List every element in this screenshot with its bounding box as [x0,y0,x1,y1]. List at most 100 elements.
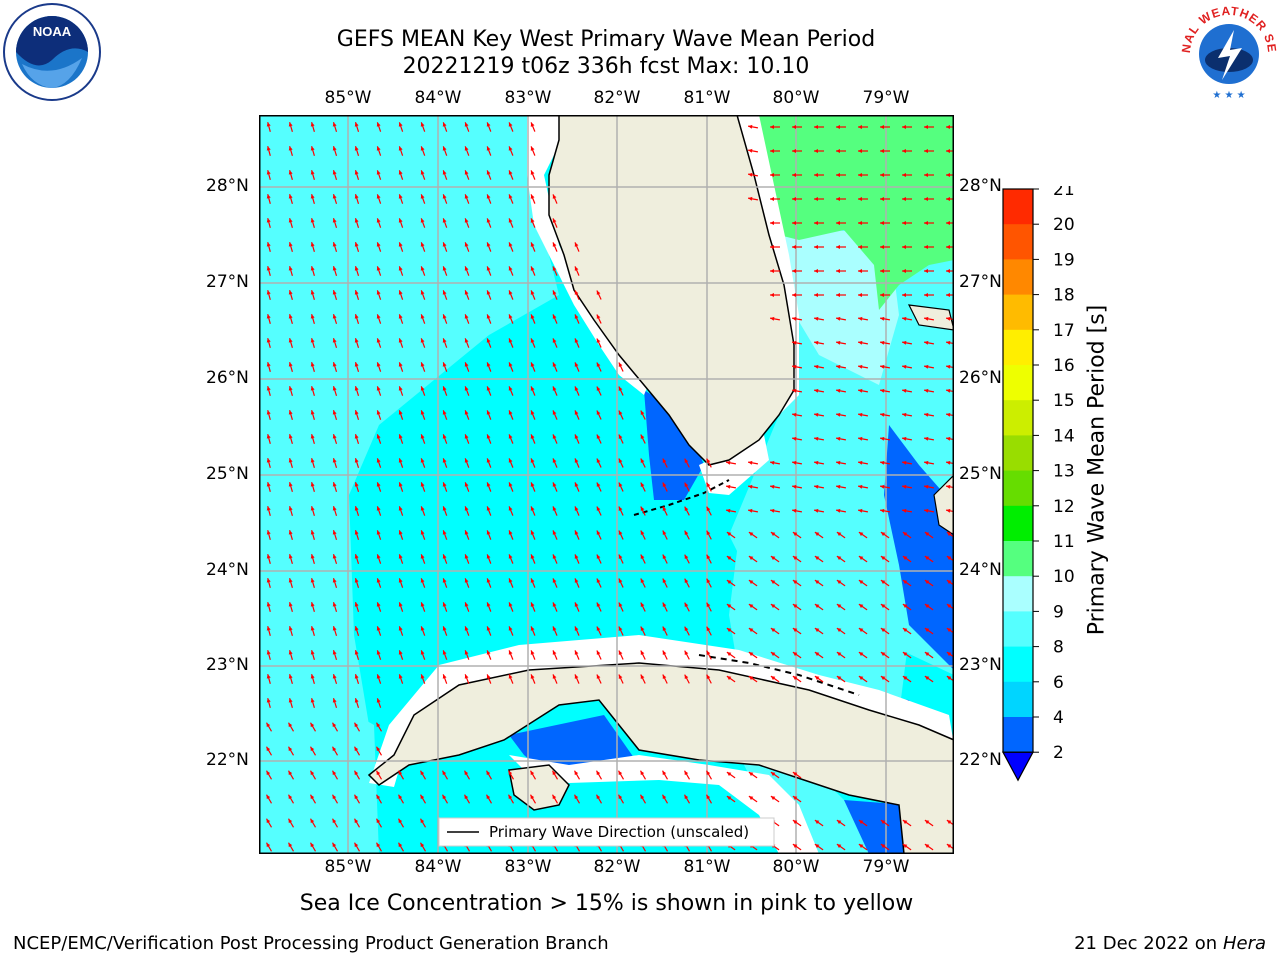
wave-arrow-59 [747,172,759,177]
wave-arrow-300 [530,410,536,420]
legend-label: Primary Wave Direction (unscaled) [489,823,749,841]
wave-arrow-263 [266,386,271,396]
wave-arrow-168 [354,290,360,300]
wave-arrow-67 [924,173,934,177]
wave-arrow-358 [662,458,668,468]
wave-arrow-62 [814,173,824,177]
wave-arrow-754 [836,819,846,827]
wave-arrow-663 [332,698,338,708]
wave-arrow-285 [901,388,913,393]
wave-arrow-699 [726,771,736,779]
wave-arrow-488 [706,554,712,564]
wave-arrow-344 [354,458,360,468]
wave-arrow-658 [924,675,934,683]
wave-arrow-734 [397,818,405,828]
wave-arrow-241 [332,362,338,372]
wave-arrow-60 [770,173,780,177]
wave-arrow-326 [530,434,536,444]
wave-arrow-335 [857,436,869,441]
wave-arrow-589 [814,627,824,635]
wave-arrow-715 [529,794,537,804]
wave-arrow-150 [486,266,492,276]
wave-arrow-542 [486,602,492,612]
colorbar-tick-label-5: 10 [1053,567,1075,587]
wave-arrow-594 [924,627,934,635]
lat-label-right-0: 28°N [959,176,1002,196]
wave-arrow-570 [398,626,404,636]
wave-arrow-331 [640,434,646,444]
wave-arrow-327 [552,434,558,444]
wave-arrow-188 [946,293,954,297]
wave-arrow-432 [879,508,891,513]
wave-arrow-448 [530,530,536,540]
wave-arrow-232 [835,340,847,345]
wave-arrow-1 [288,122,293,132]
wave-arrow-135 [858,245,868,249]
wave-arrow-193 [354,314,360,324]
wave-arrow-111 [858,221,868,225]
wave-arrow-758 [924,819,934,827]
florida-land [548,115,795,466]
wave-arrow-706 [331,794,339,804]
wave-arrow-91 [924,197,934,201]
wave-arrow-77 [442,194,448,204]
wave-arrow-207 [813,316,825,321]
wave-arrow-712 [463,794,471,804]
wave-arrow-296 [442,410,448,420]
wave-arrow-439 [332,530,338,540]
lon-label-bottom-0: 85°W [324,857,372,877]
wave-arrow-20 [902,125,912,129]
wave-arrow-18 [858,125,868,129]
wave-arrow-629 [288,674,293,684]
wave-arrow-116 [266,242,271,252]
wave-arrow-482 [574,554,580,564]
wave-arrow-540 [442,602,448,612]
wave-arrow-158 [836,269,846,273]
wave-arrow-514 [574,578,580,588]
wave-arrow-621 [814,651,824,659]
wave-arrow-552 [706,602,712,612]
wave-arrow-140 [266,266,271,276]
colorbar-tick-label-16: 21 [1053,186,1075,200]
wave-arrow-46 [266,170,271,180]
wave-arrow-427 [769,508,781,513]
wave-arrow-477 [464,554,470,564]
wave-arrow-515 [596,578,602,588]
legend-box: Primary Wave Direction (unscaled) [438,817,775,847]
wave-arrow-682 [353,770,361,780]
wave-arrow-236 [923,340,935,345]
wave-arrow-486 [662,554,668,564]
wave-arrow-361 [725,460,737,465]
wave-arrow-382 [486,482,492,492]
wave-arrow-444 [442,530,448,540]
wave-arrow-611 [596,650,602,660]
wave-arrow-95 [310,218,315,228]
colorbar-segment-1 [1003,224,1033,260]
wave-arrow-386 [574,482,580,492]
wave-arrow-384 [530,482,536,492]
wave-arrow-653 [814,675,824,683]
wave-arrow-49 [332,170,338,180]
wave-arrow-703 [265,794,273,804]
wave-arrow-660 [266,698,271,708]
wave-arrow-200 [508,314,514,324]
wave-arrow-592 [880,627,890,635]
wave-arrow-4 [354,122,360,132]
wave-arrow-202 [552,314,558,324]
wave-arrow-500 [266,578,271,588]
wave-arrow-121 [376,242,382,252]
wave-arrow-255 [791,364,803,369]
wave-period-map: Primary Wave Direction (unscaled) [259,115,954,854]
colorbar-tick-label-8: 13 [1053,462,1075,482]
wave-arrow-40 [836,149,846,153]
wave-arrow-409 [376,506,382,516]
wave-arrow-464 [880,531,890,539]
footer-date: 21 Dec 2022 on Hera [1074,933,1266,954]
wave-arrow-761 [287,842,295,852]
wave-arrow-685 [419,770,427,780]
wave-arrow-342 [310,458,315,468]
map-gridlines [259,115,954,854]
wave-arrow-210 [879,316,891,321]
wave-arrow-549 [640,602,646,612]
wave-arrow-33 [486,146,492,156]
